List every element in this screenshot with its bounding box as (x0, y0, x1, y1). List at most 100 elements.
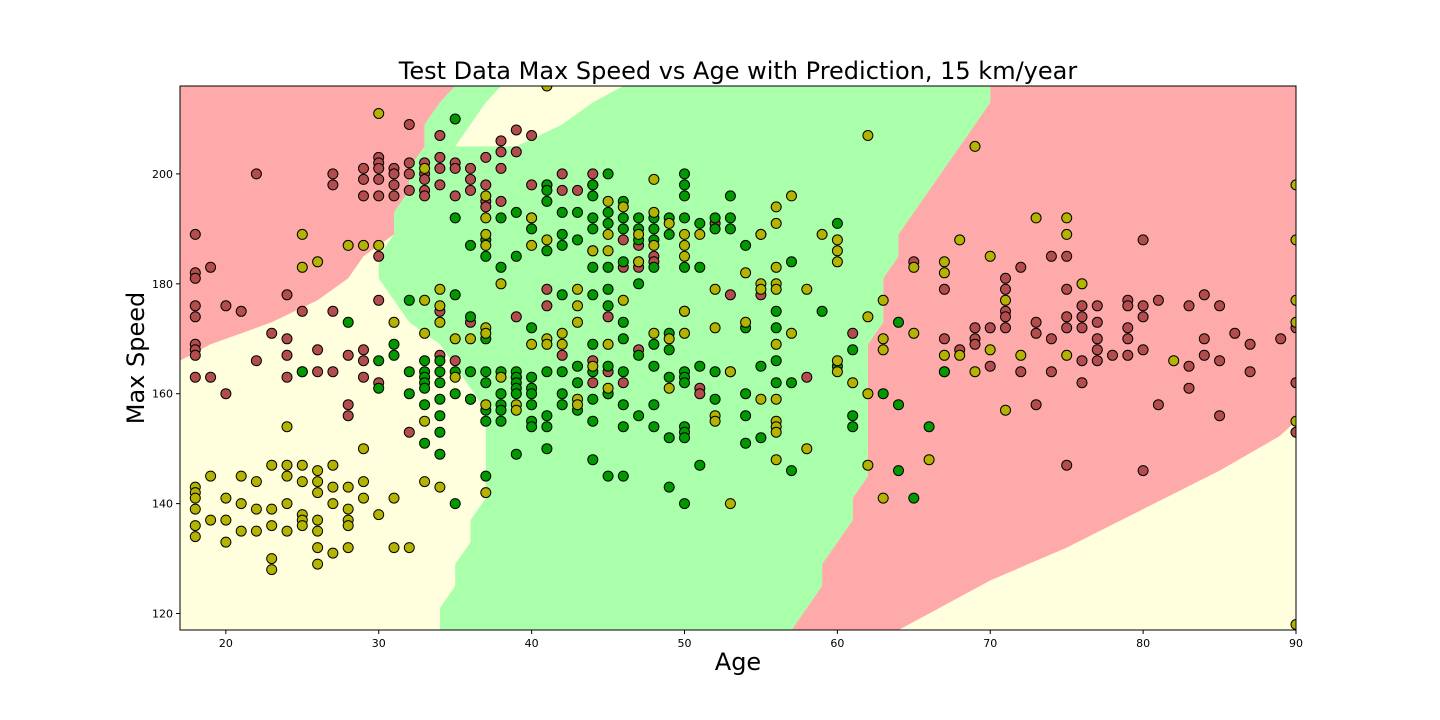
scatter-point (419, 399, 431, 411)
scatter-point (1030, 399, 1042, 411)
scatter-point (679, 190, 690, 202)
region-red-upper-left (180, 86, 456, 361)
y-tick-label: 180 (152, 278, 173, 291)
scatter-point (1061, 212, 1073, 224)
scatter-point (633, 349, 645, 361)
scatter-point (342, 399, 354, 411)
scatter-point (770, 201, 782, 213)
scatter-point (724, 498, 736, 510)
scatter-point (663, 333, 675, 345)
scatter-point (327, 179, 339, 191)
scatter-point (587, 393, 599, 405)
scatter-point (908, 492, 920, 504)
scatter-point (969, 322, 981, 334)
scatter-point (923, 421, 935, 433)
scatter-point (694, 459, 706, 471)
scatter-point (602, 245, 614, 257)
x-tick-label: 70 (983, 637, 997, 650)
scatter-point (434, 366, 446, 378)
scatter-point (342, 542, 354, 554)
scatter-point (770, 261, 782, 273)
scatter-point (296, 228, 308, 240)
scatter-point (342, 503, 354, 515)
scatter-point (617, 212, 629, 224)
y-tick-label: 160 (152, 388, 173, 401)
scatter-point (281, 421, 293, 433)
scatter-point (984, 322, 996, 334)
scatter-point (877, 333, 889, 345)
scatter-point (205, 371, 217, 383)
scatter-point (648, 261, 660, 273)
scatter-point (1091, 300, 1103, 312)
scatter-point (633, 278, 645, 290)
scatter-point (296, 366, 308, 378)
scatter-point (296, 476, 308, 488)
scatter-point (296, 520, 308, 532)
scatter-point (434, 300, 446, 312)
scatter-point (954, 349, 966, 361)
scatter-point (388, 542, 400, 554)
scatter-point (663, 432, 675, 444)
scatter-point (1168, 355, 1180, 367)
scatter-point (434, 355, 446, 367)
scatter-point (388, 168, 400, 180)
scatter-point (526, 388, 538, 400)
scatter-point (617, 201, 629, 213)
scatter-point (1076, 311, 1088, 323)
scatter-point (1290, 426, 1296, 438)
scatter-point (480, 487, 492, 499)
x-tick-label: 60 (830, 637, 844, 650)
scatter-point (755, 283, 767, 295)
scatter-point (786, 327, 797, 339)
scatter-point (724, 223, 736, 235)
scatter-point (235, 305, 247, 317)
scatter-point (679, 432, 690, 444)
scatter-point (235, 525, 247, 537)
scatter-point (1076, 300, 1088, 312)
scatter-point (938, 267, 950, 279)
scatter-point (403, 294, 415, 306)
chart-title: Test Data Max Speed vs Age with Predicti… (398, 57, 1078, 85)
scatter-point (679, 239, 690, 251)
scatter-point (831, 217, 843, 229)
scatter-point (770, 338, 782, 350)
scatter-point (602, 168, 614, 180)
scatter-point (1061, 349, 1073, 361)
scatter-point (434, 393, 446, 405)
scatter-point (403, 157, 415, 169)
scatter-point (587, 212, 599, 224)
region-yellow-top (455, 86, 624, 147)
scatter-point (679, 327, 690, 339)
scatter-point (679, 261, 690, 273)
scatter-point (587, 289, 599, 301)
scatter-point (250, 525, 262, 537)
scatter-point (556, 168, 568, 180)
x-tick-label: 50 (677, 637, 691, 650)
scatter-point (358, 476, 369, 488)
scatter-point (449, 113, 461, 125)
scatter-point (1290, 234, 1296, 246)
scatter-point (1290, 619, 1296, 630)
scatter-point (495, 162, 507, 174)
scatter-point (403, 168, 415, 180)
scatter-point (510, 448, 522, 460)
scatter-point (786, 465, 797, 477)
scatter-point (877, 388, 889, 400)
scatter-point (403, 426, 415, 438)
scatter-point (740, 239, 752, 251)
scatter-point (281, 470, 293, 482)
scatter-point (617, 316, 629, 328)
scatter-point (526, 399, 538, 411)
scatter-point (740, 267, 752, 279)
scatter-point (801, 283, 813, 295)
scatter-point (296, 305, 308, 317)
y-axis-label: Max Speed (122, 292, 150, 424)
scatter-point (266, 459, 278, 471)
scatter-point (1244, 366, 1256, 378)
scatter-point (786, 190, 797, 202)
scatter-point (449, 388, 461, 400)
scatter-point (449, 289, 461, 301)
scatter-point (220, 388, 232, 400)
scatter-point (495, 404, 507, 416)
scatter-point (480, 415, 492, 427)
